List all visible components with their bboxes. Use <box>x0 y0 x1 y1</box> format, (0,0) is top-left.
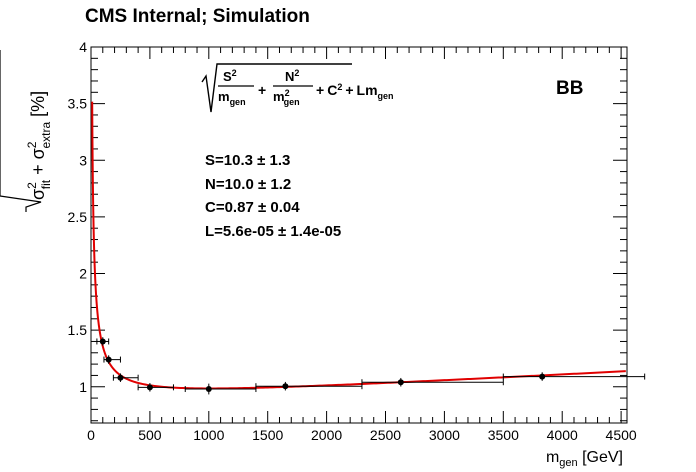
resolution-formula: S2 mgen + N2 m2 gen + C2 + Lmgen <box>201 63 394 113</box>
data-marker <box>282 383 289 390</box>
data-marker <box>539 373 546 380</box>
data-point <box>96 337 110 346</box>
fit-curve <box>91 101 626 390</box>
y-axis-title: σ2fit + σ2extra [%] <box>0 50 53 212</box>
data-marker <box>205 386 212 393</box>
chart-title: CMS Internal; Simulation <box>85 6 310 27</box>
x-tick-label: 3500 <box>488 427 519 443</box>
y-tick-label: 2 <box>79 266 87 282</box>
x-axis-ticks: 0 500 1000 1500 2000 2500 3000 3500 4000 4500 <box>87 47 637 443</box>
x-tick-label: 4500 <box>606 427 637 443</box>
x-tick-label: 1500 <box>252 427 283 443</box>
x-tick-label: 0 <box>87 427 95 443</box>
x-tick-label: 2500 <box>370 427 401 443</box>
fit-param-n: N=10.0 ± 1.2 <box>205 176 291 193</box>
svg-text:S2: S2 <box>223 68 237 84</box>
x-axis-title: mgen [GeV] <box>546 449 623 469</box>
data-points <box>96 337 646 395</box>
y-tick-label: 4 <box>79 39 87 55</box>
y-tick-label: 1.5 <box>68 322 88 338</box>
svg-text:σ2fit + σ2extra [%]: σ2fit + σ2extra [%] <box>25 91 53 200</box>
x-tick-label: 500 <box>138 427 162 443</box>
x-tick-label: 2000 <box>311 427 342 443</box>
data-marker <box>397 379 404 386</box>
svg-text:+: + <box>258 82 266 98</box>
y-tick-label: 1 <box>79 379 87 395</box>
plot-frame <box>90 46 628 424</box>
data-marker <box>105 356 112 363</box>
svg-text:+C2+Lmgen: + C2 + Lmgen <box>316 82 394 101</box>
svg-text:N2: N2 <box>285 68 299 84</box>
data-point <box>137 383 174 392</box>
fit-param-l: L=5.6e-05 ± 1.4e-05 <box>205 223 341 240</box>
y-tick-label: 3.5 <box>68 96 88 112</box>
data-marker <box>99 338 106 345</box>
data-point <box>361 377 504 387</box>
x-tick-label: 3000 <box>429 427 460 443</box>
data-point <box>184 383 257 395</box>
category-label: BB <box>556 78 583 99</box>
y-tick-label: 2.5 <box>68 209 88 225</box>
y-tick-label: 3 <box>79 152 87 168</box>
data-point <box>103 355 121 364</box>
x-tick-label: 4000 <box>547 427 578 443</box>
svg-text:mgen: mgen <box>218 89 246 107</box>
data-marker <box>146 384 153 391</box>
data-point <box>255 381 363 391</box>
fit-param-c: C=0.87 ± 0.04 <box>205 199 300 216</box>
fit-param-s: S=10.3 ± 1.3 <box>205 152 290 169</box>
x-tick-label: 1000 <box>193 427 224 443</box>
data-marker <box>117 374 124 381</box>
data-point <box>112 373 139 382</box>
data-point <box>502 372 646 381</box>
